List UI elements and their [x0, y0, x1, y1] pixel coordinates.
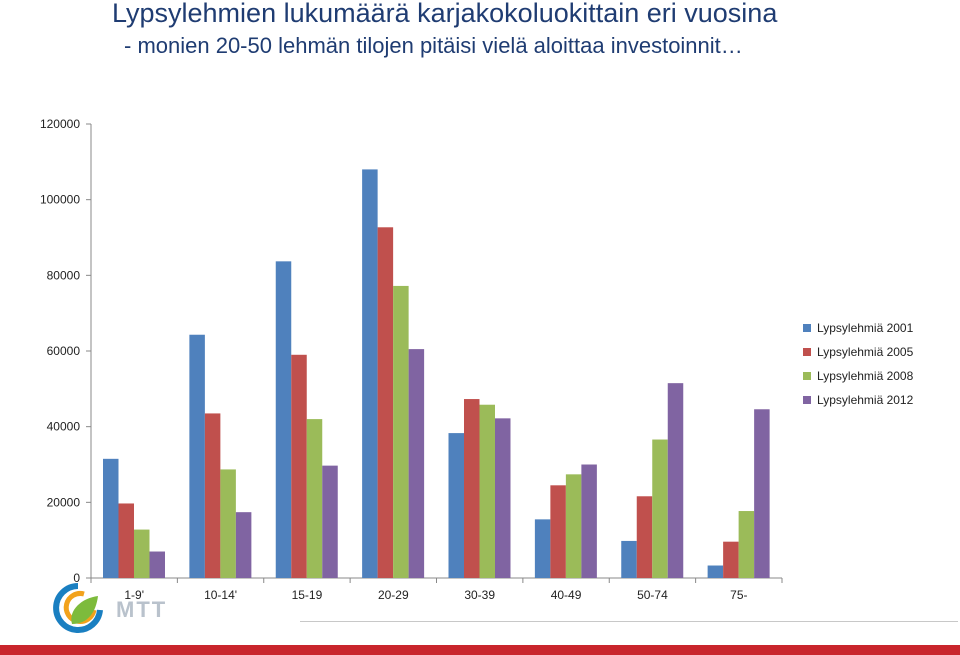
bar-1-0 — [118, 503, 134, 578]
bar-2-3 — [393, 285, 409, 578]
legend-label: Lypsylehmiä 2012 — [817, 393, 914, 407]
page-title: Lypsylehmien lukumäärä karjakokoluokitta… — [112, 0, 778, 28]
bar-3-6 — [667, 383, 684, 578]
bar-3-0 — [149, 551, 165, 578]
legend-swatch — [803, 348, 811, 356]
bar-0-0 — [103, 458, 119, 578]
bar-1-3 — [377, 227, 394, 578]
y-tick-label: 80000 — [47, 268, 81, 282]
bar-2-1 — [220, 469, 236, 578]
legend-label: Lypsylehmiä 2005 — [817, 345, 914, 359]
bar-1-7 — [723, 541, 739, 578]
footer-stripe — [0, 645, 960, 655]
y-tick-label: 40000 — [47, 420, 81, 434]
y-tick-label: 0 — [73, 571, 80, 585]
bar-1-6 — [636, 496, 653, 578]
x-tick-label: 10-14' — [204, 588, 237, 602]
legend-item: Lypsylehmiä 2001 — [803, 316, 913, 340]
bar-3-4 — [495, 418, 511, 578]
bar-3-2 — [322, 465, 338, 578]
x-tick-label: 1-9' — [124, 588, 144, 602]
mtt-logo: MTT — [50, 580, 190, 643]
page-subtitle: - monien 20-50 lehmän tilojen pitäisi vi… — [124, 33, 743, 58]
bar-3-5 — [581, 464, 597, 578]
x-tick-label: 20-29 — [378, 588, 409, 602]
bar-3-7 — [754, 409, 770, 578]
x-tick-label: 75- — [730, 588, 747, 602]
bar-1-2 — [291, 354, 307, 578]
x-tick-label: 15-19 — [292, 588, 323, 602]
bar-0-4 — [448, 433, 464, 578]
mtt-logo-text: MTT — [116, 597, 167, 622]
y-tick-label: 120000 — [40, 117, 80, 131]
bar-2-0 — [134, 529, 150, 578]
bar-2-5 — [565, 474, 582, 578]
bar-0-7 — [707, 565, 724, 578]
bar-1-4 — [464, 399, 480, 578]
legend-item: Lypsylehmiä 2005 — [803, 340, 913, 364]
bar-2-2 — [306, 419, 323, 578]
bar-1-1 — [204, 413, 221, 578]
bar-3-1 — [235, 512, 252, 578]
mtt-logo-icon — [53, 583, 103, 633]
bar-2-4 — [479, 404, 495, 578]
x-tick-label: 30-39 — [464, 588, 495, 602]
bar-0-6 — [621, 540, 637, 578]
legend-label: Lypsylehmiä 2008 — [817, 369, 914, 383]
bar-1-5 — [550, 485, 566, 578]
x-tick-label: 50-74 — [637, 588, 668, 602]
y-tick-label: 60000 — [47, 344, 81, 358]
x-tick-label: 40-49 — [551, 588, 582, 602]
legend-swatch — [803, 396, 811, 404]
y-tick-label: 20000 — [47, 495, 81, 509]
chart-legend: Lypsylehmiä 2001 Lypsylehmiä 2005 Lypsyleh… — [803, 316, 913, 412]
bar-0-3 — [362, 169, 378, 578]
bar-0-5 — [534, 519, 551, 578]
bar-0-1 — [189, 334, 205, 578]
footer-divider — [300, 621, 958, 622]
legend-item: Lypsylehmiä 2012 — [803, 388, 913, 412]
bar-2-7 — [738, 511, 755, 578]
bar-3-3 — [408, 349, 425, 578]
legend-item: Lypsylehmiä 2008 — [803, 364, 913, 388]
legend-label: Lypsylehmiä 2001 — [817, 321, 914, 335]
bar-0-2 — [275, 261, 292, 578]
bar-2-6 — [652, 439, 668, 578]
y-tick-label: 100000 — [40, 193, 80, 207]
legend-swatch — [803, 372, 811, 380]
legend-swatch — [803, 324, 811, 332]
